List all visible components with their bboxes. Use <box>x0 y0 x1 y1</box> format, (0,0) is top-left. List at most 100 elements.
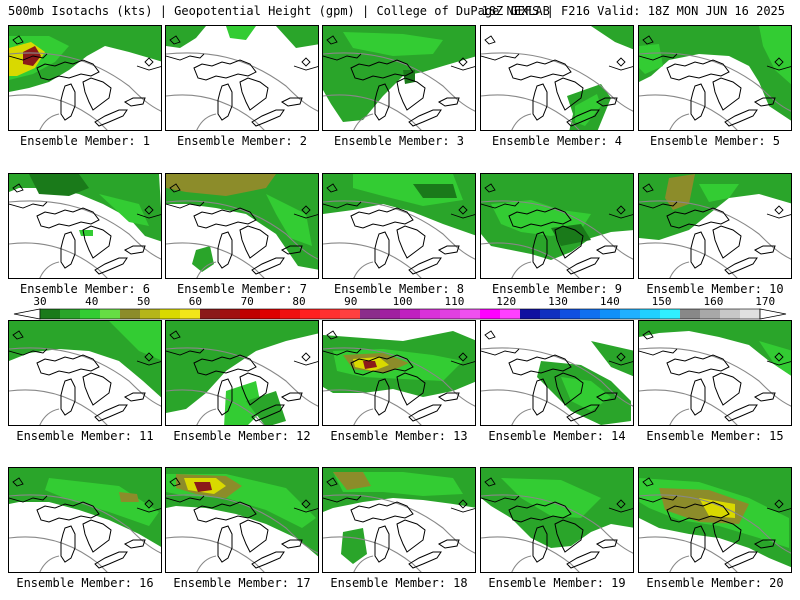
coastline <box>774 352 784 362</box>
coastline <box>616 499 626 509</box>
great-lakes-outline <box>724 257 758 275</box>
ensemble-map-panel <box>322 173 476 279</box>
great-lakes-outline <box>36 501 100 523</box>
isotach-shading <box>343 32 443 56</box>
colorbar-swatch <box>580 309 601 319</box>
colorbar-swatch <box>600 309 621 319</box>
coastline <box>608 507 633 513</box>
great-lakes-outline <box>508 501 572 523</box>
height-contour <box>39 408 60 425</box>
isotach-shading <box>759 26 791 85</box>
great-lakes-outline <box>36 354 100 376</box>
height-contour <box>9 242 108 278</box>
height-contour <box>9 494 161 554</box>
colorbar-swatch <box>400 309 421 319</box>
height-contour <box>481 200 633 260</box>
ensemble-map-panel <box>480 25 634 131</box>
isotach-shading <box>551 224 591 246</box>
great-lakes-outline <box>124 245 146 255</box>
height-contour <box>669 261 690 278</box>
great-lakes-outline <box>374 83 390 121</box>
great-lakes-outline <box>350 207 414 229</box>
great-lakes-outline <box>596 539 618 549</box>
great-lakes-outline <box>408 404 442 422</box>
ensemble-map-panel <box>8 467 162 573</box>
isotach-map <box>166 468 318 572</box>
coastline <box>323 495 362 503</box>
great-lakes-outline <box>666 501 730 523</box>
colorbar-tick-label: 110 <box>444 295 465 308</box>
colorbar-tick-label: 130 <box>548 295 568 308</box>
colorbar-tick-label: 50 <box>136 295 151 308</box>
great-lakes-outline <box>281 539 303 549</box>
isotach-shading <box>341 528 367 564</box>
great-lakes-outline <box>374 378 390 416</box>
coastline <box>326 330 338 340</box>
height-contour <box>39 261 60 278</box>
colorbar-scale <box>13 308 787 320</box>
great-lakes-outline <box>124 392 146 402</box>
coastline <box>144 57 154 67</box>
isotach-map <box>639 26 791 130</box>
coastline <box>450 65 475 71</box>
isotach-shading <box>639 26 791 121</box>
coastline <box>639 53 678 61</box>
great-lakes-outline <box>124 97 146 107</box>
great-lakes-outline <box>754 539 776 549</box>
run-valid-time: 18Z GEFS | F216 Valid: 18Z MON JUN 16 20… <box>481 4 785 18</box>
height-contour <box>639 52 791 112</box>
colorbar-swatch <box>140 309 161 319</box>
coastline <box>450 360 475 366</box>
height-contour <box>9 536 108 572</box>
coastline <box>450 213 475 219</box>
ensemble-map-panel <box>322 467 476 573</box>
height-contour <box>39 113 60 130</box>
great-lakes-outline <box>374 231 390 269</box>
coastline <box>169 330 181 340</box>
height-contour <box>639 347 791 407</box>
great-lakes-outline <box>193 354 257 376</box>
great-lakes-outline <box>596 392 618 402</box>
isotach-shading <box>166 174 276 196</box>
ensemble-map-panel <box>480 173 634 279</box>
height-contour <box>196 408 217 425</box>
great-lakes-outline <box>438 245 460 255</box>
great-lakes-outline <box>666 354 730 376</box>
colorbar-tick-label: 90 <box>344 295 358 308</box>
great-lakes-outline <box>724 109 758 127</box>
colorbar-swatch <box>460 309 481 319</box>
great-lakes-outline <box>94 551 128 569</box>
great-lakes-outline <box>396 372 426 406</box>
great-lakes-outline <box>251 551 285 569</box>
isotach-map <box>481 174 633 278</box>
height-contour <box>323 347 475 407</box>
great-lakes-outline <box>281 245 303 255</box>
coastline <box>9 348 48 356</box>
height-contour <box>166 494 318 554</box>
ensemble-member-label: Ensemble Member: 7 <box>176 282 308 296</box>
isotach-shading <box>166 26 206 48</box>
colorbar-swatch <box>640 309 661 319</box>
isotach-shading <box>591 26 633 50</box>
great-lakes-outline <box>350 501 414 523</box>
ensemble-member-label: Ensemble Member: 12 <box>173 429 311 443</box>
great-lakes-outline <box>532 378 548 416</box>
colorbar-swatch <box>220 309 241 319</box>
isotach-shading <box>166 174 318 270</box>
height-contour <box>166 52 318 112</box>
isotach-map <box>323 468 475 572</box>
coastline <box>481 495 520 503</box>
coastline <box>9 53 48 61</box>
isotach-shading <box>192 246 214 272</box>
ensemble-member-label: Ensemble Member: 17 <box>173 576 311 590</box>
isotach-map <box>166 321 318 425</box>
height-contour <box>481 52 633 112</box>
ensemble-map-panel <box>165 467 319 573</box>
colorbar-tick-label: 140 <box>599 295 620 308</box>
coastline <box>608 213 633 219</box>
coastline <box>301 57 311 67</box>
height-contour <box>323 200 475 260</box>
ensemble-member-label: Ensemble Member: 13 <box>330 429 468 443</box>
coastline <box>484 330 496 340</box>
ensemble-member-label: Ensemble Member: 3 <box>333 134 465 148</box>
